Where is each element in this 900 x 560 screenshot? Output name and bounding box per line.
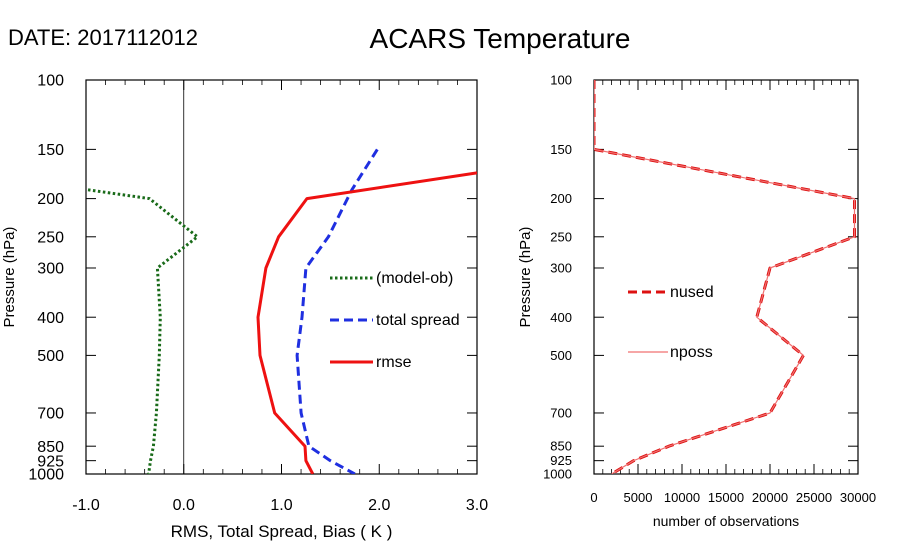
legend-label-total-spread: total spread xyxy=(376,312,460,329)
x-tick-label: 0.0 xyxy=(173,497,195,514)
x-tick-label: 15000 xyxy=(708,490,744,505)
y-tick-label: 700 xyxy=(550,406,572,421)
x-tick-label: 5000 xyxy=(624,490,653,505)
x-axis-label: RMS, Total Spread, Bias ( K ) xyxy=(171,522,393,541)
y-tick-label: 250 xyxy=(550,229,572,244)
y-tick-label: 400 xyxy=(37,310,64,327)
series-line-model-ob xyxy=(87,188,199,474)
y-tick-label: 300 xyxy=(37,261,64,278)
x-tick-label: 25000 xyxy=(796,490,832,505)
series-line-nposs xyxy=(594,80,856,474)
y-tick-label: 500 xyxy=(37,348,64,365)
x-tick-label: 0 xyxy=(590,490,597,505)
x-tick-label: 1.0 xyxy=(270,497,292,514)
x-tick-label: 2.0 xyxy=(368,497,390,514)
x-axis-label: number of observations xyxy=(653,513,799,529)
x-tick-label: 20000 xyxy=(752,490,788,505)
y-axis-label: Pressure (hPa) xyxy=(517,227,534,328)
y-tick-label: 150 xyxy=(37,142,64,159)
series-line-nused xyxy=(594,80,856,474)
series-line-rmse xyxy=(256,171,477,474)
y-tick-label: 250 xyxy=(37,229,64,246)
x-tick-label: 10000 xyxy=(664,490,700,505)
legend-label-nposs: nposs xyxy=(670,344,713,361)
x-tick-label: 30000 xyxy=(840,490,876,505)
y-tick-label: 850 xyxy=(550,439,572,454)
y-tick-label: 1000 xyxy=(28,467,64,484)
legend-label-model-ob: (model-ob) xyxy=(376,270,453,287)
y-tick-label: 200 xyxy=(550,191,572,206)
chart-title: ACARS Temperature xyxy=(370,23,631,54)
y-tick-label: 100 xyxy=(37,73,64,90)
y-tick-label: 100 xyxy=(550,73,572,88)
y-tick-label: 400 xyxy=(550,310,572,325)
legend-label-rmse: rmse xyxy=(376,354,412,371)
y-tick-label: 200 xyxy=(37,191,64,208)
y-tick-label: 925 xyxy=(550,453,572,468)
y-tick-label: 1000 xyxy=(543,467,572,482)
y-axis-label: Pressure (hPa) xyxy=(1,227,18,328)
x-tick-label: -1.0 xyxy=(72,497,100,514)
series-line-total-spread xyxy=(295,148,379,474)
date-label: DATE: 2017112012 xyxy=(8,25,198,50)
y-tick-label: 500 xyxy=(550,348,572,363)
y-tick-label: 925 xyxy=(37,453,64,470)
plot-frame xyxy=(593,79,859,475)
x-tick-label: 3.0 xyxy=(466,497,488,514)
y-tick-label: 700 xyxy=(37,406,64,423)
y-tick-label: 300 xyxy=(550,261,572,276)
y-tick-label: 850 xyxy=(37,439,64,456)
y-tick-label: 150 xyxy=(550,142,572,157)
legend-label-nused: nused xyxy=(670,284,714,301)
